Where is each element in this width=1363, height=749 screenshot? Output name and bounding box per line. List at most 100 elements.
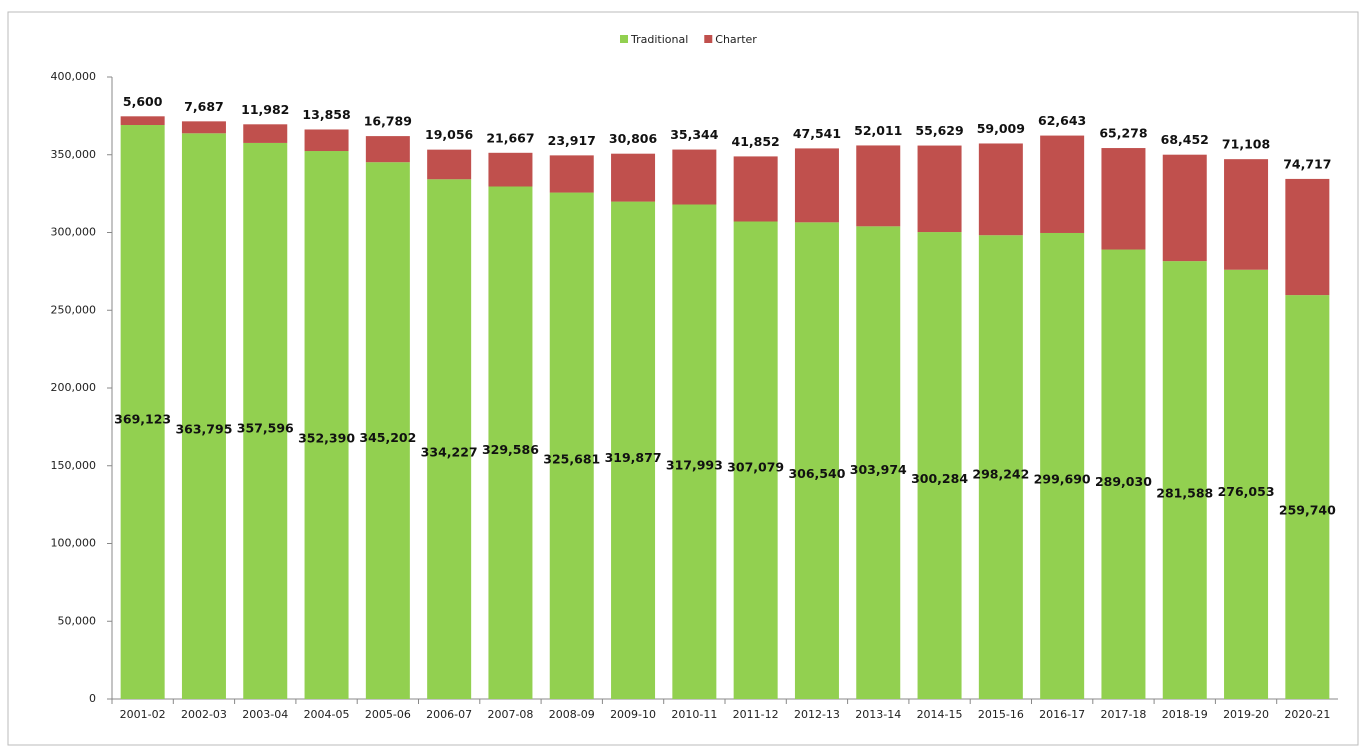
x-tick-label: 2003-04 — [242, 708, 288, 721]
bar-segment — [365, 162, 410, 700]
bar-segment — [794, 148, 839, 223]
value-label: 11,982 — [241, 102, 289, 117]
x-tick-label: 2008-09 — [549, 708, 595, 721]
bar-segment — [1224, 159, 1269, 270]
value-label: 281,588 — [1156, 486, 1213, 501]
y-tick-label: 150,000 — [51, 459, 97, 472]
legend-swatch — [704, 35, 713, 43]
bar-segment — [549, 192, 594, 699]
bar-segment — [733, 156, 778, 222]
value-label: 5,600 — [123, 94, 163, 109]
value-label: 319,877 — [605, 450, 662, 465]
y-tick-label: 100,000 — [51, 537, 97, 550]
value-label: 30,806 — [609, 131, 658, 146]
bar-segment — [181, 133, 226, 700]
x-tick-label: 2017-18 — [1100, 708, 1146, 721]
bar-segment — [978, 143, 1023, 236]
value-label: 276,053 — [1218, 484, 1275, 499]
bar-segment — [120, 125, 165, 699]
bar-segment — [488, 186, 533, 699]
bar-segment — [427, 179, 472, 700]
value-label: 47,541 — [793, 126, 841, 141]
value-label: 19,056 — [425, 127, 474, 142]
value-label: 71,108 — [1222, 137, 1270, 152]
x-tick-label: 2001-02 — [120, 708, 166, 721]
value-label: 329,586 — [482, 442, 539, 457]
x-tick-label: 2002-03 — [181, 708, 227, 721]
y-tick-label: 50,000 — [58, 614, 97, 627]
x-tick-label: 2004-05 — [304, 708, 350, 721]
x-tick-label: 2009-10 — [610, 708, 656, 721]
x-tick-label: 2013-14 — [855, 708, 901, 721]
y-tick-label: 350,000 — [51, 148, 97, 161]
value-label: 303,974 — [850, 462, 907, 477]
value-label: 345,202 — [359, 430, 416, 445]
y-tick-label: 400,000 — [51, 70, 97, 83]
bar-segment — [1101, 249, 1146, 699]
x-tick-label: 2016-17 — [1039, 708, 1085, 721]
bar-segment — [304, 151, 349, 699]
bar-segment — [243, 124, 288, 143]
value-label: 325,681 — [543, 451, 600, 466]
value-label: 317,993 — [666, 457, 723, 472]
value-label: 62,643 — [1038, 113, 1086, 128]
bar-segment — [1224, 269, 1269, 699]
x-tick-label: 2006-07 — [426, 708, 472, 721]
value-label: 23,917 — [548, 133, 596, 148]
y-tick-label: 0 — [89, 692, 96, 705]
value-label: 35,344 — [670, 127, 719, 142]
bar-segment — [917, 232, 962, 699]
bar-segment — [1285, 178, 1330, 296]
x-tick-label: 2012-13 — [794, 708, 840, 721]
bar-segment — [1040, 135, 1085, 233]
x-tick-label: 2010-11 — [671, 708, 717, 721]
bar-segment — [672, 204, 717, 700]
value-label: 299,690 — [1034, 471, 1091, 486]
x-tick-label: 2018-19 — [1162, 708, 1208, 721]
bar-segment — [181, 121, 226, 134]
bar-segment — [856, 226, 901, 699]
value-label: 74,717 — [1283, 156, 1331, 171]
y-tick-label: 250,000 — [51, 303, 97, 316]
y-tick-label: 200,000 — [51, 381, 97, 394]
bar-segment — [917, 145, 962, 233]
bar-segment — [672, 149, 717, 205]
bar-segment — [120, 116, 165, 126]
bar-segment — [1285, 295, 1330, 699]
value-label: 21,667 — [486, 130, 534, 145]
value-label: 52,011 — [854, 123, 902, 138]
value-label: 7,687 — [184, 99, 224, 114]
bar-segment — [794, 222, 839, 699]
x-tick-label: 2005-06 — [365, 708, 411, 721]
legend-label: Charter — [715, 33, 757, 46]
value-label: 13,858 — [302, 107, 350, 122]
bar-segment — [243, 142, 288, 699]
bar-segment — [549, 155, 594, 193]
bar-segment — [856, 145, 901, 227]
value-label: 55,629 — [915, 123, 963, 138]
x-tick-label: 2015-16 — [978, 708, 1024, 721]
bar-segment — [365, 136, 410, 163]
bar-segment — [427, 149, 472, 180]
bar-segment — [733, 221, 778, 699]
bar-segment — [1040, 232, 1085, 699]
legend-swatch — [620, 35, 628, 43]
value-label: 289,030 — [1095, 474, 1152, 489]
value-label: 306,540 — [788, 466, 845, 481]
legend-label: Traditional — [630, 33, 688, 46]
value-label: 298,242 — [972, 467, 1029, 482]
value-label: 307,079 — [727, 460, 784, 475]
value-label: 352,390 — [298, 431, 355, 446]
bar-segment — [611, 201, 656, 700]
value-label: 16,789 — [364, 114, 412, 129]
bar-segment — [611, 153, 656, 202]
value-label: 300,284 — [911, 471, 968, 486]
value-label: 259,740 — [1279, 503, 1336, 518]
x-tick-label: 2020-21 — [1284, 708, 1330, 721]
x-tick-label: 2014-15 — [917, 708, 963, 721]
bar-segment — [304, 129, 349, 152]
value-label: 65,278 — [1099, 126, 1147, 141]
value-label: 369,123 — [114, 412, 171, 427]
bar-segment — [1162, 154, 1207, 262]
